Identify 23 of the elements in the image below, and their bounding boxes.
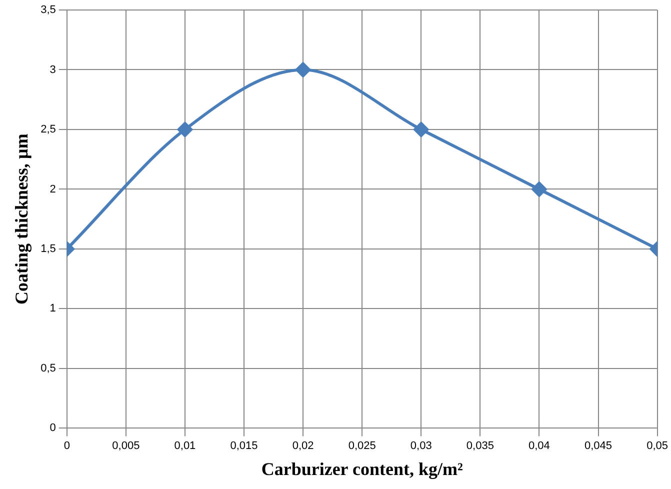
x-tick-label: 0,015 bbox=[230, 440, 258, 452]
x-tick-label: 0,04 bbox=[528, 440, 550, 452]
y-tick-label: 1,5 bbox=[40, 243, 56, 256]
y-tick-label: 3,5 bbox=[40, 4, 56, 16]
y-tick-label: 0,5 bbox=[40, 362, 56, 374]
x-tick-label: 0,03 bbox=[410, 440, 432, 452]
x-tick-label: 0,02 bbox=[292, 440, 314, 452]
y-tick-label: 0 bbox=[50, 422, 56, 434]
x-tick-label: 0 bbox=[64, 440, 70, 452]
x-tick-label: 0,005 bbox=[112, 440, 140, 452]
y-axis-title: Coating thickness, µm bbox=[11, 134, 32, 305]
y-tick-label: 3 bbox=[50, 64, 56, 76]
y-tick-label: 1 bbox=[50, 302, 56, 315]
point bbox=[414, 122, 429, 137]
x-tick-label: 0,01 bbox=[174, 440, 196, 452]
x-tick-label: 0,045 bbox=[584, 440, 612, 452]
x-axis-title: Carburizer content, kg/m² bbox=[261, 458, 463, 479]
x-tick-label: 0,035 bbox=[466, 440, 494, 452]
y-tick-label: 2,5 bbox=[40, 124, 56, 136]
x-tick-label: 0,025 bbox=[348, 440, 376, 452]
y-tick-label: 2 bbox=[50, 183, 56, 196]
x-tick-label: 0,05 bbox=[646, 440, 668, 452]
point bbox=[296, 62, 311, 78]
